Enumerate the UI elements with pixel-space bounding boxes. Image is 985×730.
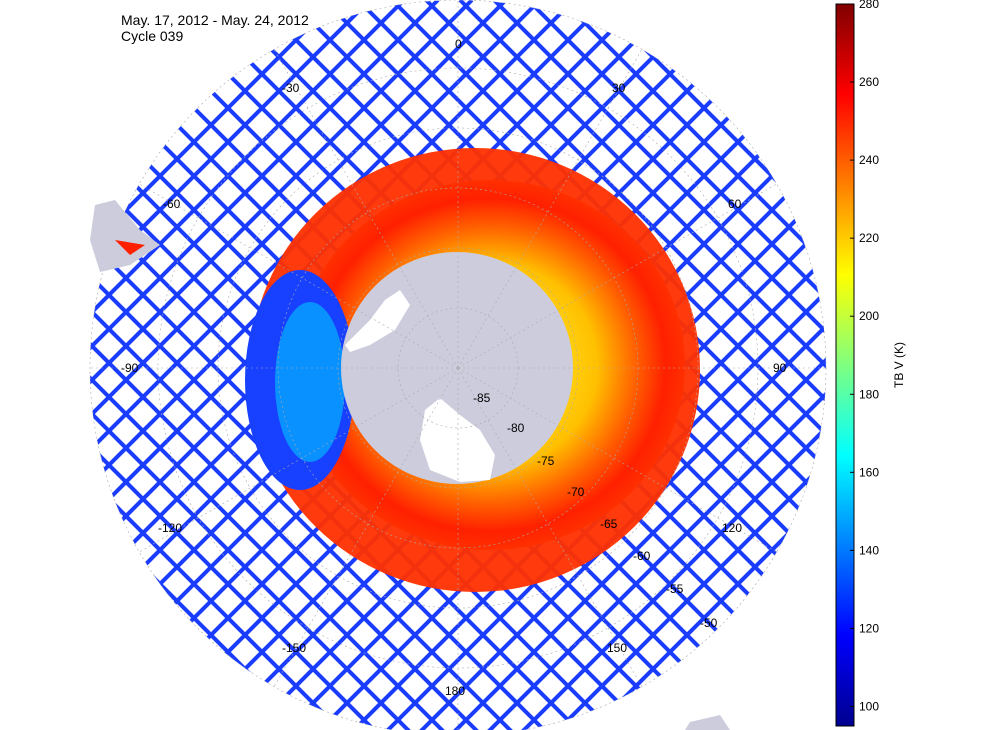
colorbar: 100 120 140 160 180 200 220 240 260 280 TB V (K) bbox=[835, 0, 906, 727]
lat-label-50: -50 bbox=[700, 616, 718, 630]
colorbar-gradient bbox=[835, 3, 855, 727]
lat-label-75: -75 bbox=[537, 454, 555, 468]
lon-label-minus-120: -120 bbox=[158, 521, 182, 535]
lon-label-minus-30: -30 bbox=[282, 81, 300, 95]
south-america-land bbox=[90, 200, 160, 272]
lat-label-65: -65 bbox=[600, 517, 618, 531]
colorbar-tick-label: 180 bbox=[859, 387, 879, 401]
colorbar-tick-label: 200 bbox=[859, 309, 879, 323]
longitude-labels: 0 30 60 -30 -60 90 -90 120 -120 150 -150… bbox=[121, 37, 787, 698]
lon-label-0: 0 bbox=[455, 37, 462, 51]
colorbar-tick-label: 120 bbox=[859, 621, 879, 635]
lon-label-30: 30 bbox=[612, 81, 626, 95]
map-title-date-range: May. 17, 2012 - May. 24, 2012 bbox=[121, 12, 309, 28]
lat-label-55: -55 bbox=[666, 582, 684, 596]
map-title-cycle: Cycle 039 bbox=[121, 28, 184, 44]
colorbar-tick-label: 240 bbox=[859, 153, 879, 167]
graticule-lines bbox=[89, 0, 827, 730]
colorbar-tick-label: 260 bbox=[859, 75, 879, 89]
colorbar-tick-label: 160 bbox=[859, 465, 879, 479]
lat-label-80: -80 bbox=[507, 421, 525, 435]
colorbar-tick-label: 220 bbox=[859, 231, 879, 245]
lat-label-60: -60 bbox=[633, 549, 651, 563]
australia-land bbox=[685, 715, 730, 730]
lon-label-minus-90: -90 bbox=[121, 361, 139, 375]
lon-label-minus-60: -60 bbox=[163, 197, 181, 211]
colorbar-ticks: 100 120 140 160 180 200 220 240 260 280 bbox=[850, 0, 879, 713]
colorbar-tick-label: 280 bbox=[859, 0, 879, 11]
colorbar-tick-label: 100 bbox=[859, 699, 879, 713]
lon-label-60: 60 bbox=[728, 197, 742, 211]
lat-label-85: -85 bbox=[473, 391, 491, 405]
latitude-labels: -85 -80 -75 -70 -65 -60 -55 -50 bbox=[473, 391, 718, 630]
lon-label-120: 120 bbox=[722, 521, 742, 535]
lon-label-minus-150: -150 bbox=[282, 641, 306, 655]
colorbar-tick-label: 140 bbox=[859, 543, 879, 557]
lon-label-150: 150 bbox=[607, 641, 627, 655]
lon-label-90: 90 bbox=[773, 361, 787, 375]
colorbar-label: TB V (K) bbox=[892, 342, 906, 388]
lon-label-180: 180 bbox=[445, 684, 465, 698]
lat-label-70: -70 bbox=[567, 485, 585, 499]
